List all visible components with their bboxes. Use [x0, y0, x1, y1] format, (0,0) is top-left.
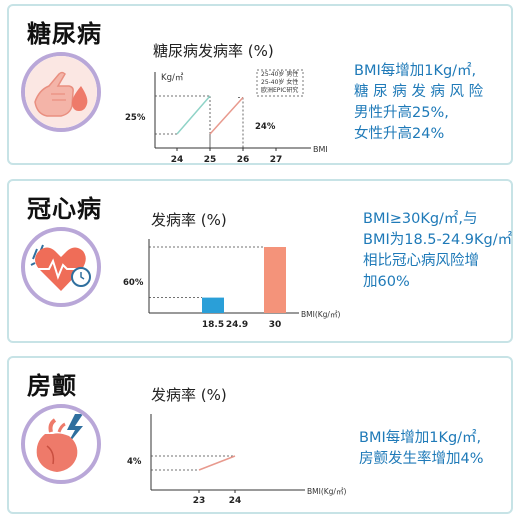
afib-description: BMI每增加1Kg/㎡, 房颤发生率增加4% — [359, 428, 484, 470]
x-axis-label: BMI(Kg/㎡) — [307, 487, 346, 496]
desc-line: 相比冠心病风险增 — [363, 253, 479, 269]
x-tick-label: 24 — [171, 155, 184, 164]
desc-line: 女性升高24% — [354, 126, 445, 142]
chart-title: 发病率 (%) — [151, 211, 227, 229]
legend: 25-40岁 男性 25-40岁 女性 欧洲EPIC研究 — [256, 69, 304, 97]
x-axis-label: BMI — [313, 145, 328, 154]
desc-line: 加60% — [363, 274, 410, 290]
desc-line: BMI≥30Kg/㎡,与 — [363, 211, 478, 227]
x-tick-label: 26 — [237, 155, 250, 164]
desc-line: 房颤发生率增加4% — [359, 451, 484, 467]
heart-pulse-icon — [21, 227, 101, 307]
x-axis-label: BMI(Kg/㎡) — [301, 310, 340, 319]
atrial-fibrillation-panel: 房颤 发病率 (%) BMI(Kg/㎡) 23 24 4% BMI每增加1Kg/㎡… — [7, 356, 513, 514]
x-tick-label: 30 — [269, 320, 282, 330]
diabetes-chart: Kg/㎡ BMI 24 25 26 27 25% 24% 25-40岁 男性 25-4… — [125, 69, 328, 164]
series-line — [176, 95, 211, 135]
panel-title: 糖尿病 — [27, 20, 102, 48]
heart-lightning-icon — [21, 404, 101, 484]
coronary-chart: BMI(Kg/㎡) 18.5 24.9 30 60% — [123, 239, 340, 330]
y-annotation: 24% — [255, 122, 276, 132]
finger-blood-drop-icon — [21, 52, 101, 132]
bar — [202, 297, 224, 313]
coronary-heart-disease-panel: 冠心病 发病率 (%) BMI(Kg/㎡) 18.5 24.9 30 60% BMI… — [7, 179, 513, 343]
chart-title: 发病率 (%) — [151, 386, 227, 404]
afib-chart: BMI(Kg/㎡) 23 24 4% — [127, 414, 346, 504]
y-annotation: 4% — [127, 457, 142, 467]
coronary-description: BMI≥30Kg/㎡,与 BMI为18.5-24.9Kg/㎡ 相比冠心病风险增 … — [363, 209, 512, 293]
desc-line: 男性升高25%, — [354, 105, 449, 121]
desc-line: BMI为18.5-24.9Kg/㎡ — [363, 232, 513, 248]
series-line — [198, 455, 236, 471]
legend-item: 欧洲EPIC研究 — [261, 86, 298, 94]
y-annotation: 25% — [125, 113, 146, 123]
x-tick-label: 23 — [193, 496, 206, 504]
desc-line: 糖 尿 病 发 病 风 险 — [354, 84, 484, 100]
x-tick-label: 18.5 — [202, 320, 224, 330]
bar — [264, 247, 286, 313]
x-tick-label: 24 — [229, 496, 242, 504]
diabetes-panel: 糖尿病 糖尿病发病率 (%) Kg/㎡ BMI 24 25 26 27 25% 24%… — [7, 4, 513, 165]
desc-line: BMI每增加1Kg/㎡, — [359, 430, 482, 446]
legend-item: 25-40岁 男性 — [261, 70, 298, 78]
panel-title: 冠心病 — [27, 195, 102, 223]
series-line — [209, 97, 244, 135]
legend-item: 25-40岁 女性 — [261, 78, 298, 86]
desc-line: BMI每增加1Kg/㎡, — [354, 63, 477, 79]
y-axis-label: Kg/㎡ — [161, 73, 184, 83]
x-tick-label: 27 — [270, 155, 283, 164]
x-tick-label: 25 — [204, 155, 217, 164]
diabetes-description: BMI每增加1Kg/㎡, 糖 尿 病 发 病 风 险 男性升高25%, 女性升高… — [354, 61, 483, 145]
y-annotation: 60% — [123, 278, 144, 288]
panel-title: 房颤 — [27, 372, 77, 400]
x-tick-label: 24.9 — [226, 320, 248, 330]
chart-title: 糖尿病发病率 (%) — [153, 42, 274, 60]
